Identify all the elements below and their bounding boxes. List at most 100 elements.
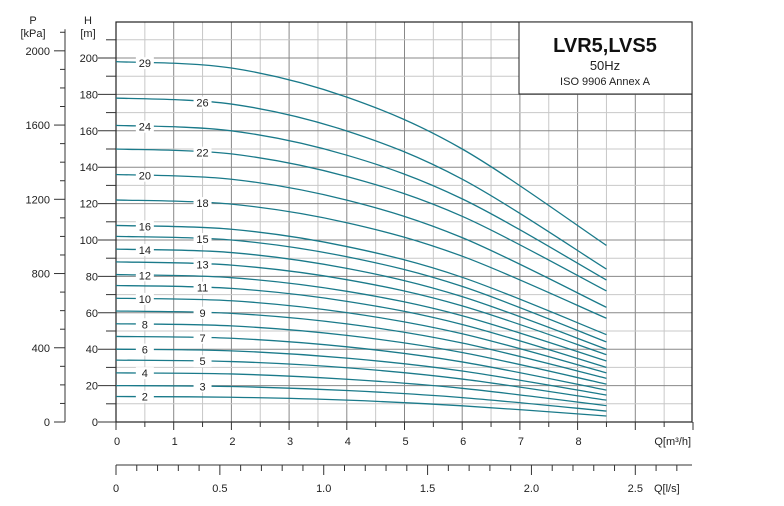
p-axis-title: P bbox=[29, 15, 36, 27]
ls-tick-label: 0 bbox=[113, 483, 119, 495]
p-tick-label: 800 bbox=[32, 269, 50, 281]
curves: 29 26 24 22 20 18 16 15 14 13 12 11 10 9 8 7 6 5 4 3 2 bbox=[115, 57, 607, 417]
h-tick-label: 40 bbox=[86, 344, 98, 356]
curve-label-bg bbox=[193, 96, 212, 109]
curve-stage-12 bbox=[115, 273, 607, 362]
ls-tick-label: 0.5 bbox=[212, 483, 227, 495]
curve-label-bg bbox=[135, 367, 154, 380]
ls-tick-label: 1.5 bbox=[420, 483, 435, 495]
h-tick-label: 20 bbox=[86, 381, 98, 393]
h-tick-label: 160 bbox=[80, 126, 98, 138]
curve-stage-10 bbox=[115, 297, 607, 374]
h-tick-label: 120 bbox=[80, 199, 98, 211]
h-axis-title: H bbox=[84, 15, 92, 27]
curve-label: 10 bbox=[139, 294, 151, 306]
p-axis-unit: [kPa] bbox=[20, 28, 45, 40]
curve-label-bg bbox=[193, 258, 212, 271]
curve-label-bg bbox=[135, 243, 154, 256]
h-tick-label: 200 bbox=[80, 53, 98, 65]
h-tick-label: 60 bbox=[86, 308, 98, 320]
curve-label: 6 bbox=[142, 345, 148, 357]
curve-label-bg bbox=[135, 57, 154, 70]
curve-stage-4 bbox=[115, 372, 607, 407]
chart-title: LVR5,LVS5 bbox=[553, 35, 657, 57]
curve-label: 7 bbox=[199, 333, 205, 345]
q-tick-label: 2 bbox=[229, 436, 235, 448]
title-box: LVR5,LVS5 50Hz ISO 9906 Annex A bbox=[518, 21, 693, 95]
curve-stage-16 bbox=[115, 224, 607, 336]
curve-label: 8 bbox=[142, 319, 148, 331]
chart-subtitle: 50Hz bbox=[590, 58, 620, 73]
curve-label: 15 bbox=[196, 234, 208, 246]
curve-label: 26 bbox=[196, 98, 208, 110]
curve-label-bg bbox=[193, 281, 212, 294]
p-tick-label: 400 bbox=[32, 343, 50, 355]
curve-label-bg bbox=[193, 331, 212, 344]
curve-label-bg bbox=[135, 120, 154, 133]
curve-label-bg bbox=[135, 318, 154, 331]
curve-label: 4 bbox=[142, 368, 148, 380]
curve-label: 29 bbox=[139, 58, 151, 70]
axes: 0204060801001201401601802000400800120016… bbox=[26, 21, 694, 495]
h-tick-label: 100 bbox=[80, 235, 98, 247]
curve-stage-8 bbox=[115, 323, 607, 385]
curve-stage-29 bbox=[115, 60, 607, 247]
curve-label-bg bbox=[193, 197, 212, 210]
curve-stage-26 bbox=[115, 97, 607, 270]
curve-label: 3 bbox=[199, 381, 205, 393]
curve-label: 13 bbox=[196, 259, 208, 271]
curve-label: 12 bbox=[139, 270, 151, 282]
ls-tick-label: 2.5 bbox=[628, 483, 643, 495]
p-tick-label: 2000 bbox=[26, 46, 50, 58]
curve-stage-2 bbox=[115, 395, 607, 417]
curve-label: 9 bbox=[199, 308, 205, 320]
q-tick-label: 8 bbox=[576, 436, 582, 448]
h-axis-unit: [m] bbox=[80, 28, 95, 40]
q-tick-label: 5 bbox=[402, 436, 408, 448]
p-tick-label: 1200 bbox=[26, 194, 50, 206]
q-tick-label: 1 bbox=[172, 436, 178, 448]
curve-label: 14 bbox=[139, 245, 151, 257]
h-tick-label: 80 bbox=[86, 271, 98, 283]
curve-label-bg bbox=[135, 292, 154, 305]
curve-label-bg bbox=[193, 306, 212, 319]
curve-stage-24 bbox=[115, 124, 607, 281]
curve-label-bg bbox=[193, 233, 212, 246]
curve-label-bg bbox=[135, 390, 154, 403]
ls-tick-label: 2.0 bbox=[524, 483, 539, 495]
curve-stage-6 bbox=[115, 348, 607, 396]
curve-label-bg bbox=[193, 146, 212, 159]
x-axis-label: Q[m³/h] bbox=[654, 436, 691, 448]
q-tick-label: 6 bbox=[460, 436, 466, 448]
h-tick-label: 180 bbox=[80, 89, 98, 101]
curve-label-bg bbox=[135, 343, 154, 356]
curve-label: 24 bbox=[139, 122, 151, 134]
q-tick-label: 3 bbox=[287, 436, 293, 448]
curve-label-bg bbox=[135, 269, 154, 282]
curve-label-bg bbox=[135, 169, 154, 182]
q-tick-label: 0 bbox=[114, 436, 120, 448]
curve-label: 20 bbox=[139, 171, 151, 183]
curve-label: 16 bbox=[139, 221, 151, 233]
curve-stage-22 bbox=[115, 148, 607, 292]
curve-label: 11 bbox=[197, 283, 208, 295]
curve-stage-14 bbox=[115, 248, 607, 350]
curve-label-bg bbox=[193, 355, 212, 368]
curve-label-bg bbox=[135, 220, 154, 233]
q-tick-label: 4 bbox=[345, 436, 351, 448]
curve-label: 2 bbox=[142, 392, 148, 404]
curve-label: 18 bbox=[196, 198, 208, 210]
curve-stage-20 bbox=[115, 173, 607, 308]
chart-note: ISO 9906 Annex A bbox=[560, 76, 651, 88]
p-tick-label: 1600 bbox=[26, 120, 50, 132]
x-secondary-axis-label: Q[l/s] bbox=[654, 483, 680, 495]
h-tick-label: 140 bbox=[80, 162, 98, 174]
curve-label: 5 bbox=[199, 356, 205, 368]
curve-label: 22 bbox=[196, 148, 208, 160]
q-tick-label: 7 bbox=[518, 436, 524, 448]
h-tick-label: 0 bbox=[92, 417, 98, 429]
curve-label-bg bbox=[193, 380, 212, 393]
p-tick-label: 0 bbox=[44, 417, 50, 429]
ls-tick-label: 1.0 bbox=[316, 483, 331, 495]
